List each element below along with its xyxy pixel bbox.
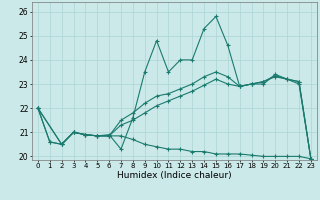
X-axis label: Humidex (Indice chaleur): Humidex (Indice chaleur) bbox=[117, 171, 232, 180]
